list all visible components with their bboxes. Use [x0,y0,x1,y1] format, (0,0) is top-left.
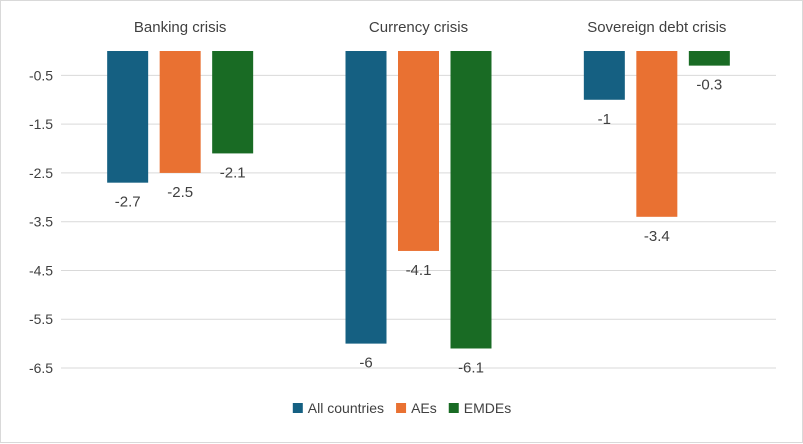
category-label: Currency crisis [369,19,468,36]
bars [107,51,730,349]
data-label: -6.1 [458,359,484,376]
legend-swatch [292,403,303,413]
y-tick-label: -4.5 [29,262,53,278]
data-label: -0.3 [696,77,722,94]
y-tick-label: -5.5 [29,311,53,327]
y-tick-label: -1.5 [29,116,53,132]
category-labels: Banking crisis Currency crisis Sovereign d… [134,19,727,36]
data-label: -1 [598,111,611,128]
bar [159,51,201,173]
legend-swatch [396,403,407,413]
legend-label: EMDEs [464,400,511,416]
y-tick-label: -6.5 [29,360,53,376]
data-label: -4.1 [406,262,432,279]
legend-label: AEs [411,400,437,416]
bar [636,51,678,217]
bar [688,51,730,66]
data-label: -2.5 [167,184,193,201]
bar [398,51,439,251]
bar [107,51,149,183]
bar [345,51,387,344]
y-tick-label: -0.5 [29,67,53,83]
legend-swatch [448,403,459,413]
data-label: -3.4 [644,228,670,245]
y-axis-ticks: -0.5 -1.5 -2.5 -3.5 -4.5 -5.5 -6.5 [29,67,53,376]
category-label: Banking crisis [134,19,227,36]
bar [212,51,254,154]
legend: All countries AEs EMDEs [292,400,511,416]
legend-label: All countries [308,400,384,416]
category-label: Sovereign debt crisis [587,19,726,36]
bar [450,51,492,349]
y-tick-label: -3.5 [29,214,53,230]
y-tick-label: -2.5 [29,165,53,181]
data-label: -2.7 [115,194,141,211]
bar [583,51,625,100]
data-label: -6 [359,355,372,372]
data-labels: -2.7 -2.5 -2.1 -6 -4.1 -6.1 -1 -3.4 -0.3 [115,77,723,377]
data-label: -2.1 [220,164,246,181]
